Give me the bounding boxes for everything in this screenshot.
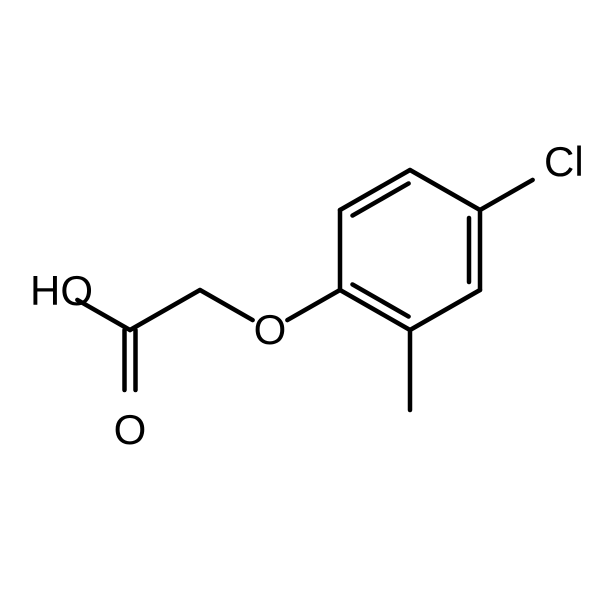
atom-label-od: O xyxy=(114,406,147,453)
atom-label-ho: HO xyxy=(30,267,93,314)
atom-label-oe: O xyxy=(254,306,287,353)
molecule-diagram: HO O O Cl xyxy=(0,0,600,600)
atom-label-cl: Cl xyxy=(544,138,584,185)
